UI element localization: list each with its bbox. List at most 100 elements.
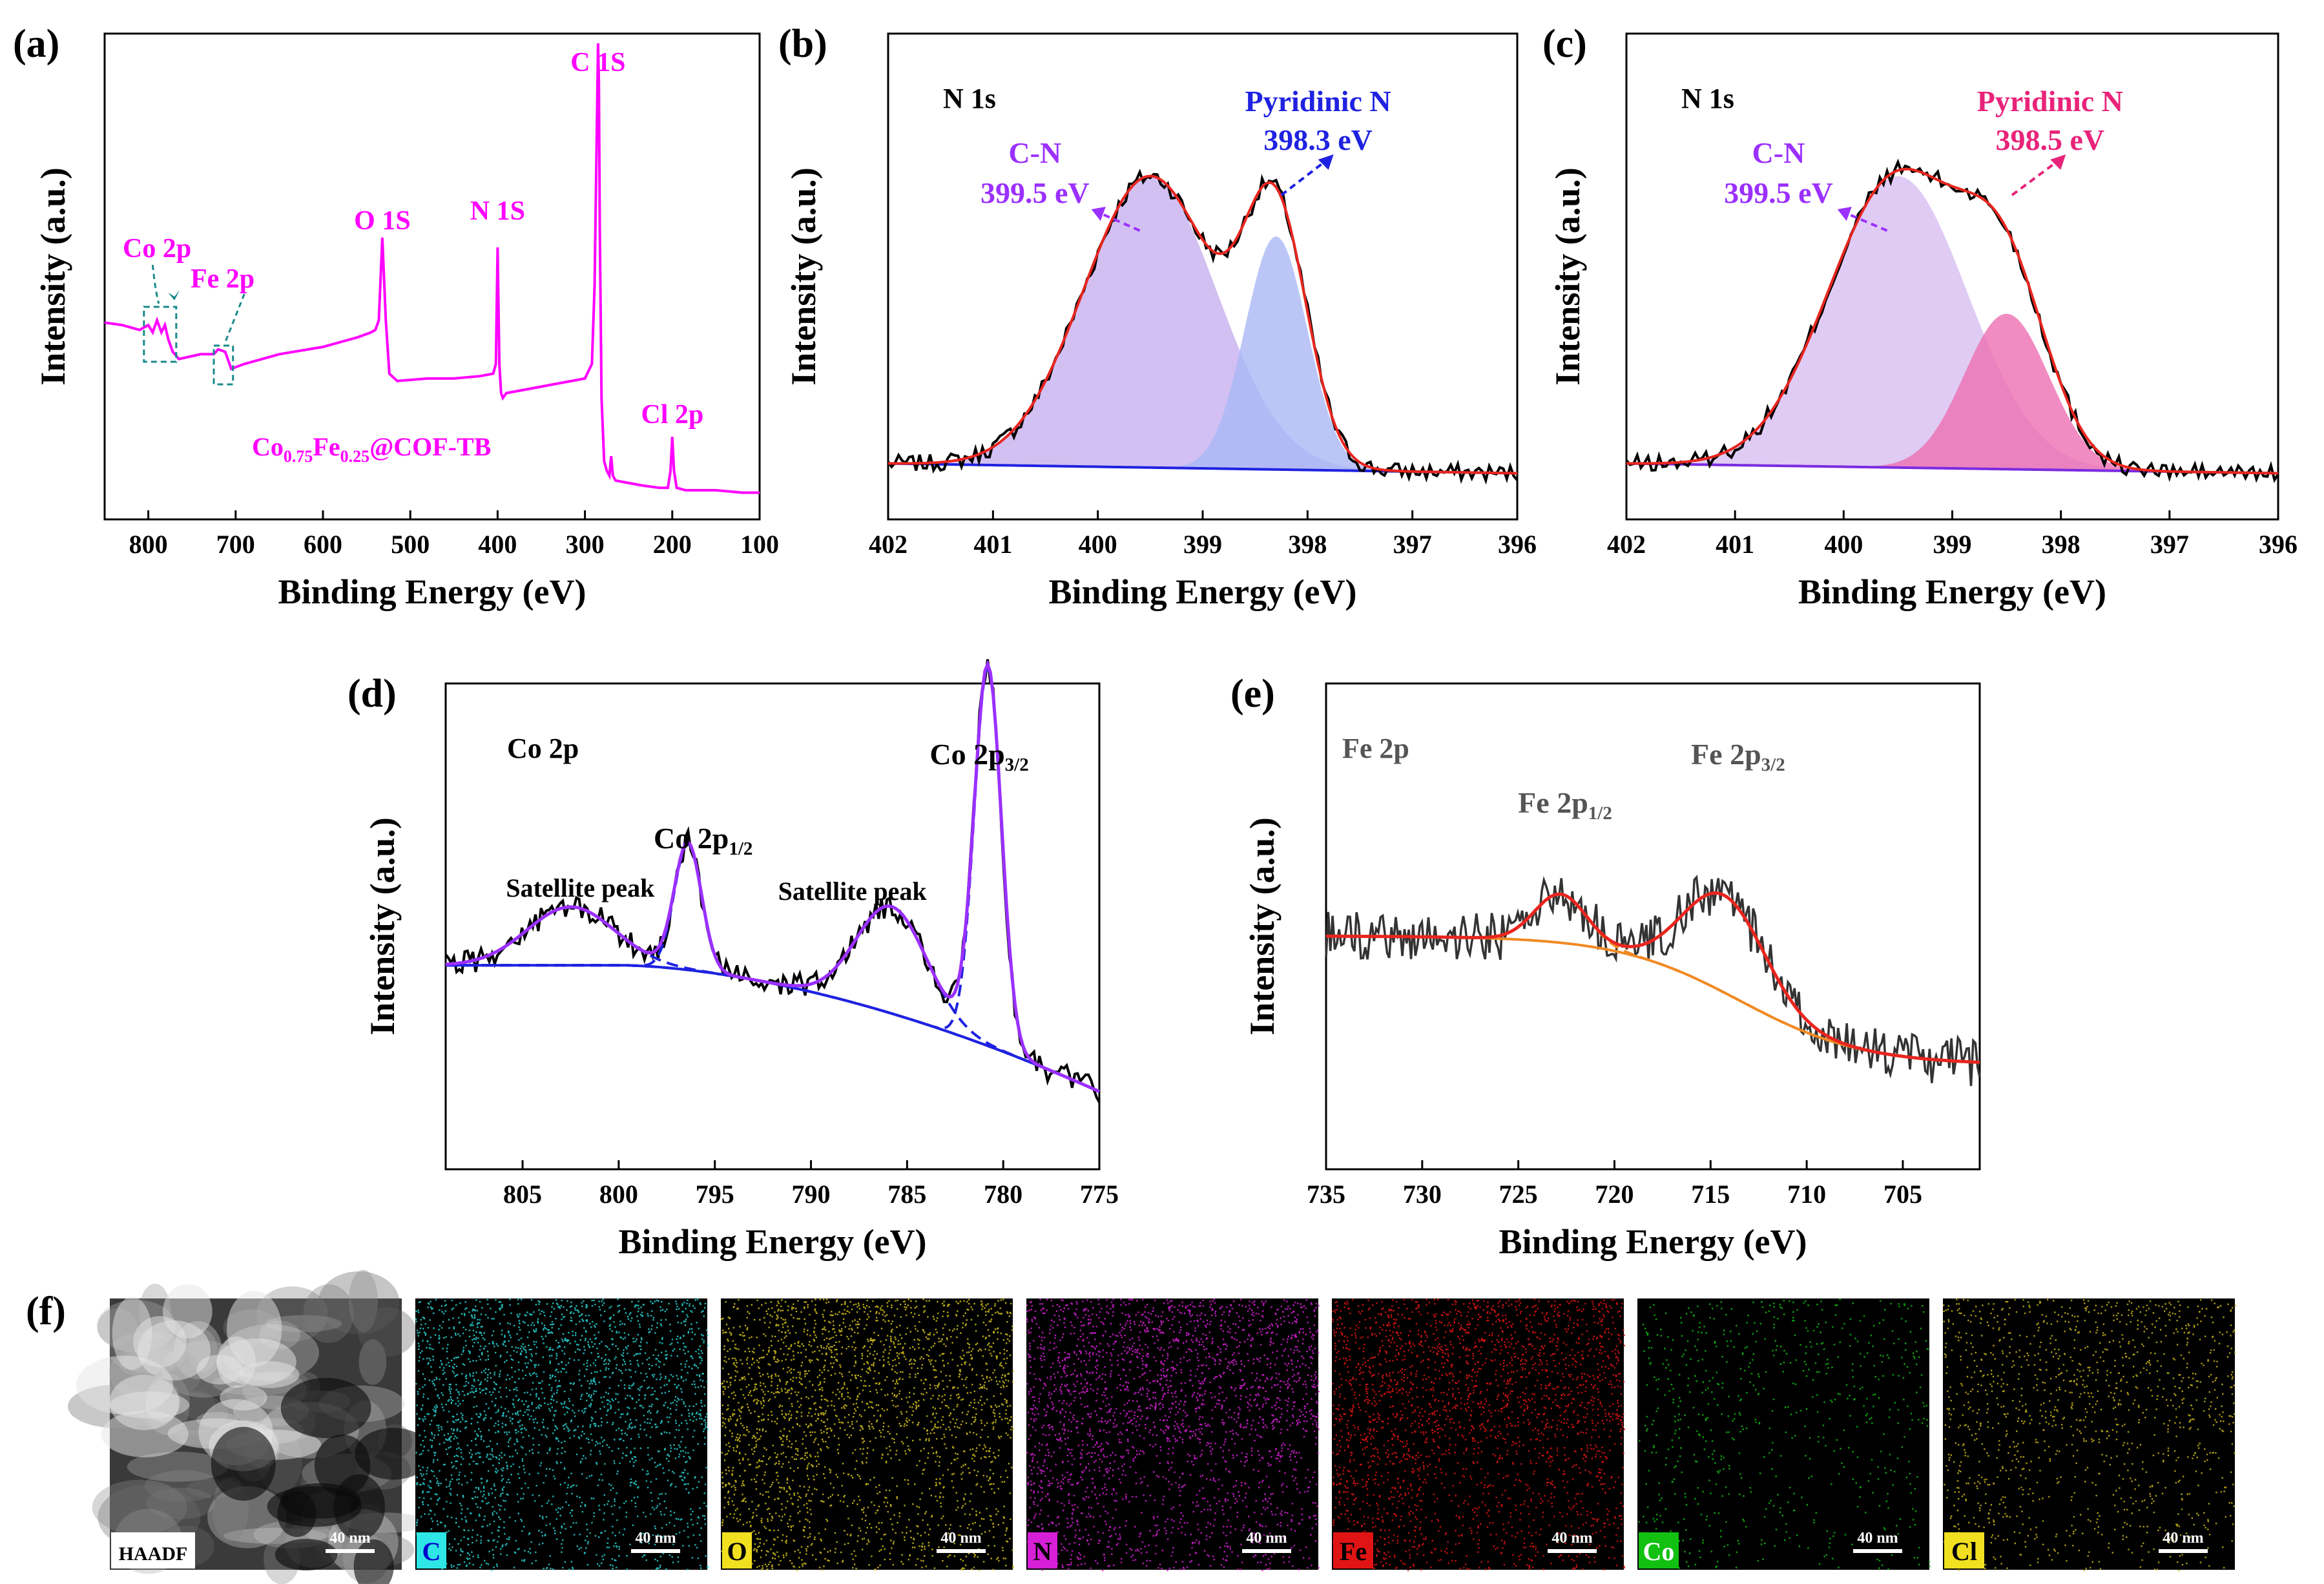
- peak-label-cl2p: Cl 2p: [641, 400, 703, 430]
- x-tick-label: 730: [1403, 1180, 1442, 1209]
- peak-label-c1s: C 1S: [570, 48, 625, 78]
- panel-b: 402 401 400 399 398 397 396 Binding Energy (eV)…: [778, 22, 1537, 611]
- plot-frame: [444, 682, 1101, 1171]
- haadf-texture: [127, 1452, 229, 1482]
- sample-label: Co0.75Fe0.25@COF-TB: [252, 432, 491, 466]
- x-tick-label: 780: [984, 1180, 1022, 1209]
- scale-bar: [631, 1549, 680, 1553]
- plot-frame: [1325, 682, 1981, 1171]
- haadf-texture: [280, 1377, 371, 1439]
- haadf-texture: [146, 1487, 216, 1519]
- scale-bar: [1853, 1549, 1902, 1553]
- plot-frame: [103, 32, 761, 521]
- spectrum-title: Co 2p: [507, 733, 579, 764]
- x-tick-label: 100: [740, 530, 779, 559]
- haadf-texture: [318, 1271, 400, 1335]
- peak-label-fe2p: Fe 2p: [191, 264, 254, 294]
- y-axis-label: Intensity (a.u.): [1243, 817, 1281, 1036]
- peak-name-pyridinic: Pyridinic N: [1245, 85, 1391, 118]
- co2p-arrow: [151, 264, 160, 304]
- x-tick-label: 800: [129, 530, 168, 559]
- panel-label: (e): [1230, 672, 1275, 716]
- element-label-box: [1333, 1532, 1373, 1568]
- peak-name-pyridinic: Pyridinic N: [1977, 85, 2123, 118]
- element-label-box: [111, 1532, 195, 1568]
- satellite-label-2: Satellite peak: [778, 877, 928, 906]
- element-label: HAADF: [119, 1543, 188, 1565]
- x-tick-label: 200: [653, 530, 692, 559]
- co2p12-label: Co 2p1/2: [654, 822, 752, 859]
- y-axis-label: Intensity (a.u.): [363, 817, 402, 1036]
- x-tick-label: 399: [1933, 530, 1972, 559]
- satellite-label-1: Satellite peak: [506, 873, 655, 902]
- panel-a: 800 700 600 500 400 300 200 100 Binding Energy (…: [13, 22, 779, 611]
- eds-map-o: O 40 nm: [721, 1298, 1015, 1572]
- scale-bar: [1548, 1549, 1597, 1553]
- haadf-texture: [211, 1426, 276, 1501]
- x-tick-label: 600: [304, 530, 342, 559]
- haadf-texture: [265, 1315, 342, 1333]
- fe2p32-label: Fe 2p3/2: [1691, 738, 1785, 775]
- haadf-texture: [92, 1479, 187, 1535]
- co2p-arrowhead: [168, 290, 180, 300]
- x-tick-label: 402: [1607, 530, 1646, 559]
- element-label: Cl: [1951, 1537, 1977, 1566]
- panel-label: (a): [13, 22, 59, 66]
- x-tick-label: 725: [1499, 1180, 1538, 1209]
- x-axis-label: Binding Energy (eV): [278, 572, 586, 611]
- haadf-texture: [358, 1307, 417, 1357]
- panel-label: (f): [26, 1289, 66, 1333]
- eds-dots: [1332, 1298, 1625, 1572]
- co2p-box: [143, 306, 178, 363]
- x-tick-label: 710: [1787, 1180, 1826, 1209]
- fe2p12-label: Fe 2p1/2: [1518, 786, 1612, 824]
- scale-bar-label: 40 nm: [1551, 1530, 1592, 1547]
- spectrum-title: N 1s: [943, 83, 996, 114]
- element-label: C: [422, 1537, 441, 1566]
- x-tick-label: 715: [1691, 1180, 1730, 1209]
- x-tick-label: 397: [2150, 530, 2189, 559]
- eds-map-background: [1637, 1298, 1929, 1570]
- peak-energy-cn: 399.5 eV: [1724, 176, 1833, 209]
- x-tick-label: 396: [2259, 530, 2298, 559]
- x-tick-label: 398: [2042, 530, 2080, 559]
- x-tick-label: 785: [887, 1180, 926, 1209]
- x-tick-label: 500: [391, 530, 430, 559]
- panel-label: (c): [1542, 22, 1587, 66]
- haadf-texture: [280, 1483, 361, 1519]
- x-tick-label: 735: [1307, 1180, 1345, 1209]
- element-label-box: [1639, 1532, 1679, 1568]
- eds-map-haadf: HAADF 40 nm: [67, 1269, 432, 1584]
- peak-energy-cn: 399.5 eV: [980, 176, 1090, 209]
- spectrum-title: N 1s: [1681, 83, 1734, 114]
- x-tick-label: 700: [216, 530, 255, 559]
- eds-dots: [415, 1298, 709, 1572]
- arrow-pyridinic: [2011, 162, 2057, 196]
- spectrum-title: Fe 2p: [1342, 733, 1409, 764]
- element-label: N: [1033, 1537, 1052, 1566]
- scale-bar: [937, 1549, 986, 1553]
- eds-map-background: [1332, 1298, 1624, 1570]
- x-tick-label: 705: [1883, 1180, 1922, 1209]
- element-label-box: [1944, 1532, 1984, 1568]
- peak-label-co2p: Co 2p: [123, 234, 191, 264]
- element-label: Co: [1643, 1537, 1675, 1566]
- x-tick-label: 805: [503, 1180, 542, 1209]
- peak-label-o1s: O 1S: [354, 206, 411, 236]
- panel-label: (d): [348, 672, 397, 716]
- raw-data-line: [887, 169, 1519, 485]
- x-tick-label: 720: [1595, 1180, 1634, 1209]
- eds-map-co: Co 40 nm: [1637, 1298, 1931, 1570]
- element-label-box: [722, 1532, 752, 1568]
- haadf-texture: [275, 1539, 338, 1571]
- x-tick-label: 397: [1393, 530, 1432, 559]
- scale-bar: [1242, 1549, 1291, 1553]
- component-fit-3: [446, 904, 1100, 1093]
- raw-data-line: [1325, 875, 1981, 1087]
- peak-name-cn: C-N: [1752, 136, 1805, 169]
- eds-map-background: [1943, 1298, 2235, 1570]
- x-tick-label: 795: [696, 1180, 734, 1209]
- fe2p-arrow: [224, 293, 245, 343]
